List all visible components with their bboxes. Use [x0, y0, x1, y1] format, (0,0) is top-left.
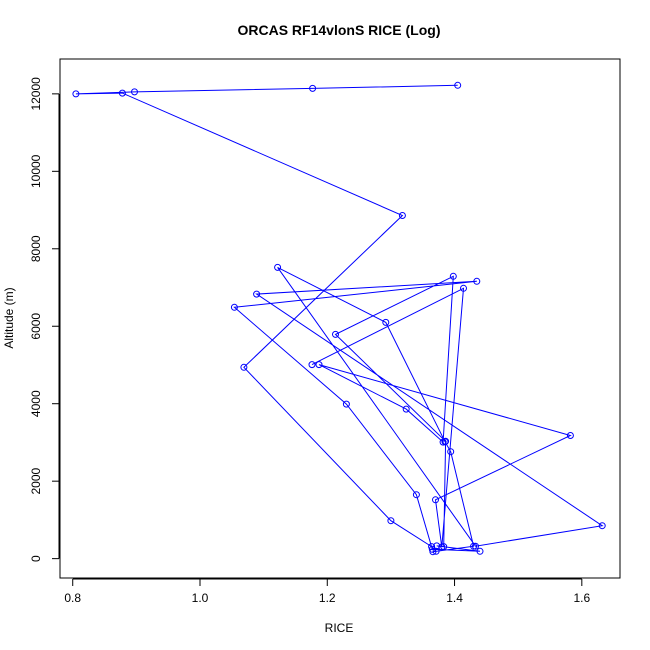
data-point: [566, 432, 574, 439]
data-point: [118, 89, 126, 97]
data-point: [72, 90, 80, 98]
y-tick-label: 6000: [29, 313, 43, 340]
data-point: [308, 361, 316, 369]
y-axis: 0 2000 4000 6000 8000 10000 12000: [29, 77, 60, 562]
x-tick-label: 1.2: [319, 591, 336, 605]
data-point: [432, 496, 439, 504]
series-layer: [72, 81, 606, 556]
data-point: [472, 542, 479, 550]
data-point: [454, 81, 462, 89]
y-tick-label: 12000: [29, 77, 43, 111]
data-point: [428, 543, 436, 551]
data-point: [473, 277, 481, 285]
x-tick-label: 1.4: [446, 591, 463, 605]
y-tick-label: 8000: [29, 235, 43, 262]
data-point: [433, 542, 441, 550]
data-point: [131, 88, 138, 96]
data-point: [332, 330, 339, 338]
plot-area: [59, 58, 621, 579]
x-tick-label: 0.8: [64, 591, 81, 605]
y-tick-label: 10000: [29, 154, 43, 188]
data-point: [460, 284, 467, 292]
data-point: [438, 543, 446, 551]
data-point: [398, 212, 406, 219]
y-tick-label: 4000: [29, 390, 43, 417]
data-point: [387, 517, 395, 525]
y-axis-label: Altitude (m): [2, 287, 16, 348]
data-point: [447, 448, 455, 456]
data-point: [476, 547, 484, 555]
data-point: [598, 522, 606, 530]
data-point: [382, 318, 390, 326]
data-point: [253, 290, 261, 298]
data-point: [309, 84, 317, 92]
data-point: [230, 303, 238, 311]
data-point: [240, 363, 248, 371]
data-point: [439, 438, 447, 446]
data-point: [449, 272, 457, 280]
data-point: [274, 263, 282, 271]
x-tick-label: 1.0: [192, 591, 209, 605]
y-tick-label: 2000: [29, 468, 43, 495]
data-point: [428, 545, 436, 553]
x-axis-label: RICE: [325, 621, 354, 635]
x-tick-label: 1.6: [573, 591, 590, 605]
data-point: [402, 405, 410, 413]
data-point: [432, 547, 440, 555]
data-point: [412, 491, 420, 499]
y-tick-label: 0: [29, 555, 43, 562]
data-point: [315, 361, 323, 369]
data-point: [342, 400, 350, 408]
chart-title: ORCAS RF14vlonS RICE (Log): [237, 22, 440, 38]
x-axis: 0.8 1.0 1.2 1.4 1.6: [64, 578, 590, 605]
series-line: [75, 84, 604, 553]
data-point: [470, 542, 478, 550]
